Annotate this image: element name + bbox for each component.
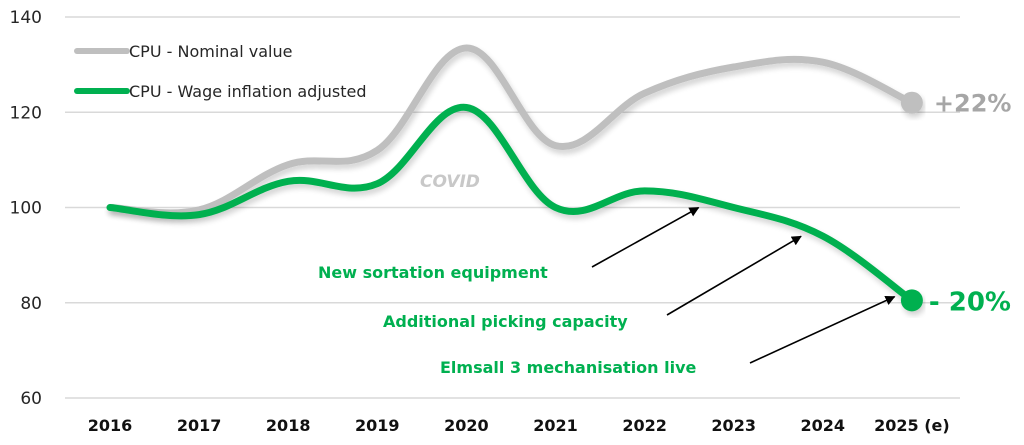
annotation-elmsall: Elmsall 3 mechanisation live [440,358,697,377]
y-tick-label: 60 [20,389,42,409]
annotation-sortation: New sortation equipment [318,263,548,282]
legend-item-adjusted: CPU - Wage inflation adjusted [74,82,367,101]
end-label-nominal: +22% [934,90,1012,118]
end-label-adjusted: - 20% [929,287,1011,317]
x-axis-ticks: 2016 2017 2018 2019 2020 2021 2022 2023 2024 2025… [88,416,950,435]
legend: CPU - Nominal value CPU - Wage inflation… [74,42,367,101]
series-line-nominal [106,44,916,217]
y-tick-label: 120 [10,103,42,123]
covid-label: COVID [420,172,480,192]
arrow-elmsall [749,295,896,364]
end-marker-adjusted [900,289,923,312]
arrow-picking [666,235,802,316]
x-tick-label: 2016 [88,416,133,435]
y-tick-label: 100 [10,199,42,219]
y-tick-label: 80 [20,294,42,314]
series-lines [106,44,923,312]
x-tick-label: 2019 [355,416,400,435]
legend-label-nominal: CPU - Nominal value [129,42,292,61]
x-tick-label: 2022 [622,416,667,435]
annotations: +22% - 20% COVID New sortation equipment Add… [318,90,1011,377]
x-tick-label: 2021 [533,416,578,435]
end-marker-nominal [900,91,923,114]
x-tick-label: 2025 (e) [874,416,950,435]
legend-label-adjusted: CPU - Wage inflation adjusted [129,82,367,101]
legend-item-nominal: CPU - Nominal value [74,42,292,61]
annotation-picking: Additional picking capacity [383,312,628,331]
series-line-adjusted [106,103,916,304]
y-tick-label: 140 [10,8,42,28]
y-axis-ticks: 60 80 100 120 140 [10,8,42,409]
arrow-sortation [591,206,700,268]
x-tick-label: 2023 [711,416,756,435]
x-tick-label: 2020 [444,416,489,435]
x-tick-label: 2024 [801,416,846,435]
x-tick-label: 2018 [266,416,311,435]
x-tick-label: 2017 [177,416,222,435]
